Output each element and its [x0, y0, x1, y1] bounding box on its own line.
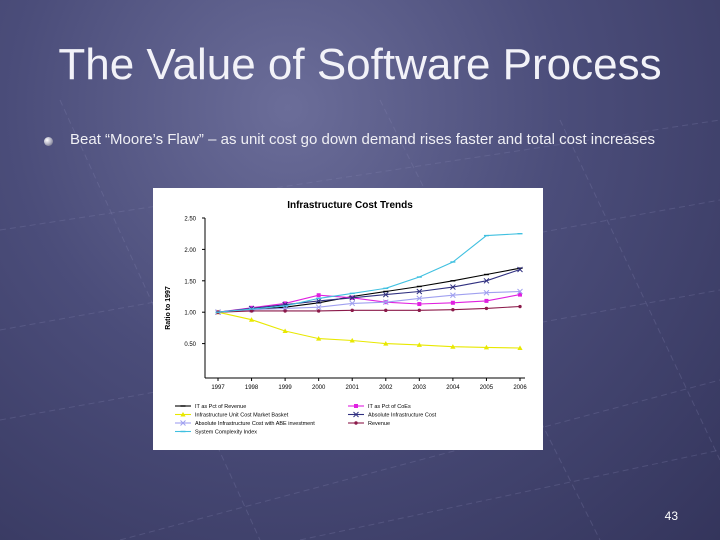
data-point: [382, 299, 389, 306]
data-point: [349, 294, 356, 301]
data-point: [518, 292, 522, 297]
data-point: [282, 328, 288, 334]
series-line: [217, 233, 521, 313]
data-point: [417, 302, 422, 307]
data-point: [416, 288, 423, 295]
data-point: [417, 308, 422, 313]
x-tick-label: 2006: [513, 385, 527, 391]
legend-label: System Complexity Index: [195, 430, 257, 436]
bullet-text: Beat “Moore’s Flaw” – as unit cost go do…: [70, 131, 656, 148]
data-point: [416, 295, 423, 302]
data-point: [282, 305, 288, 312]
series-line: [217, 268, 521, 313]
data-point: [483, 277, 490, 284]
data-point: [383, 341, 389, 346]
series-line: [217, 311, 521, 349]
data-point: [180, 411, 186, 417]
x-tick-label: 2000: [312, 385, 326, 391]
legend-label: Absolute Infrastructure Cost: [368, 413, 437, 419]
y-tick-label: 0.50: [184, 342, 196, 348]
x-tick-label: 2001: [346, 385, 360, 391]
x-tick-label: 2005: [480, 385, 494, 391]
data-point: [382, 291, 389, 298]
data-point: [384, 308, 388, 313]
data-point: [180, 420, 186, 426]
data-point: [450, 292, 456, 299]
data-point: [450, 300, 455, 305]
legend-item: Absolute Infrastructure Cost with ABE in…: [175, 420, 315, 427]
legend-label: IT as Pct of CoEs: [368, 404, 411, 410]
data-point: [248, 317, 255, 322]
data-point: [350, 308, 354, 313]
legend-item: Infrastructure Unit Cost Market Basket: [175, 411, 289, 419]
y-tick-label: 2.00: [184, 248, 196, 254]
x-tick-label: 2003: [413, 385, 427, 391]
x-tick-label: 1998: [245, 385, 259, 391]
data-point: [354, 404, 358, 408]
data-point: [517, 266, 523, 273]
data-point: [483, 289, 490, 296]
y-axis-label: Ratio to 1997: [165, 286, 172, 330]
legend-item: Revenue: [348, 421, 390, 427]
legend-label: IT as Pct of Revenue: [195, 404, 246, 410]
data-point: [316, 309, 321, 313]
data-point: [283, 309, 287, 313]
chart-title: Infrastructure Cost Trends: [287, 200, 413, 211]
legend-item: System Complexity Index: [175, 430, 257, 436]
page-number: 43: [664, 509, 678, 523]
data-point: [316, 335, 322, 341]
legend-item: IT as Pct of CoEs: [348, 404, 411, 410]
data-point: [483, 344, 490, 350]
x-tick-label: 2002: [379, 385, 393, 391]
data-point: [349, 300, 356, 307]
legend-item: IT as Pct of Revenue: [175, 404, 246, 410]
data-point: [518, 304, 522, 309]
chart-image: Infrastructure Cost Trends Ratio to 1997…: [153, 188, 543, 450]
y-tick-label: 1.00: [184, 311, 196, 317]
line-chart: Infrastructure Cost Trends Ratio to 1997…: [165, 200, 527, 436]
legend-item: Absolute Infrastructure Cost: [348, 411, 437, 419]
series-line: [217, 294, 521, 313]
data-point: [451, 307, 455, 312]
legend-label: Infrastructure Unit Cost Market Basket: [195, 413, 289, 419]
slide-title: The Value of Software Process: [58, 40, 662, 89]
x-tick-label: 2004: [446, 385, 460, 391]
data-point: [316, 293, 321, 298]
x-tick-label: 1999: [278, 385, 292, 391]
data-point: [349, 337, 355, 343]
data-point: [484, 306, 489, 311]
series-line: [217, 305, 521, 313]
data-point: [517, 288, 523, 295]
data-point: [416, 342, 422, 347]
data-point: [315, 304, 322, 311]
bullet-icon: [44, 137, 53, 146]
data-point: [517, 345, 523, 350]
data-point: [450, 344, 456, 349]
y-tick-label: 1.50: [184, 279, 196, 285]
legend-label: Revenue: [368, 421, 390, 427]
data-point: [484, 298, 489, 303]
series-line: [217, 290, 521, 313]
data-point: [283, 301, 288, 306]
series-line: [217, 267, 521, 313]
data-point: [353, 411, 359, 418]
data-point: [354, 421, 358, 425]
x-tick-label: 1997: [211, 385, 225, 391]
data-point: [450, 284, 456, 290]
y-tick-label: 2.50: [184, 217, 196, 223]
legend-label: Absolute Infrastructure Cost with ABE in…: [195, 421, 315, 427]
data-point: [249, 309, 254, 313]
